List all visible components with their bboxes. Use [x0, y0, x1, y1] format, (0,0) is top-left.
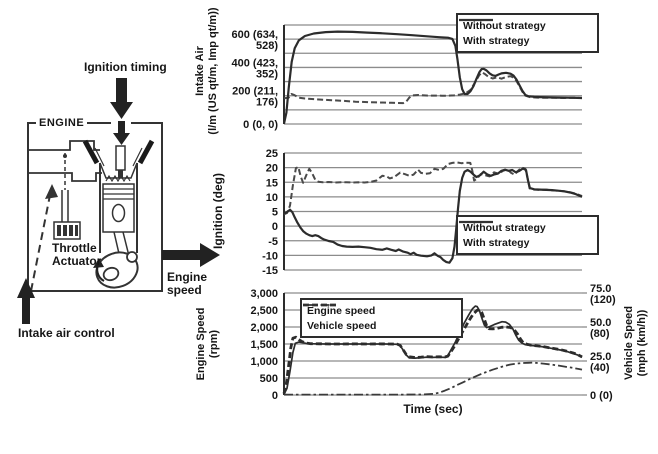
intake-air-series-with-strategy	[282, 30, 583, 124]
speed-y-tick-label: 1,500	[250, 339, 278, 351]
legend-label: Vehicle speed	[307, 319, 377, 332]
speed-right-tick-label: 25.0 (40)	[590, 351, 611, 374]
engine-speed-axis-title: Engine Speed (rpm)	[195, 289, 221, 399]
legend-label: With strategy	[463, 34, 530, 47]
combustion-zigzag	[105, 174, 131, 183]
legend-label: Without strategy	[463, 19, 546, 32]
valve-left	[82, 139, 100, 165]
crank-pin	[126, 251, 138, 263]
throttle-actuator-hatching	[57, 225, 78, 236]
legend-item-with-strategy: With strategy	[459, 220, 592, 250]
ignition-axis-title: Ignition (deg)	[211, 151, 226, 271]
port-line-left	[94, 147, 105, 167]
legend-label: Engine speed	[307, 304, 376, 317]
speed-series-vehicle-speed	[284, 361, 583, 396]
engine-speed-label: Engine speed	[167, 271, 207, 297]
ignition-y-tick-label: 0	[272, 221, 278, 233]
speed-y-tick-label: 2,000	[250, 322, 278, 334]
port-line-right	[132, 147, 143, 167]
throttle-label-line2: Actuator	[52, 254, 102, 268]
throttle-stem-dot	[63, 154, 67, 158]
ignition-timing-label: Ignition timing	[84, 60, 167, 74]
spark-plug-tip	[118, 170, 123, 178]
intake-air-axis-title: Intake Air (l/m (US qt/m, Imp qt/m))	[194, 1, 220, 141]
piston	[102, 183, 135, 233]
crankshaft-hole	[102, 266, 120, 282]
intake-air-series-without-strategy	[283, 71, 583, 105]
intake-air-legend: Without strategy With strategy	[456, 13, 599, 53]
ignition-legend: Without strategy With strategy	[456, 215, 599, 255]
ignition-axis-title-line1: Ignition (deg)	[211, 173, 225, 249]
ignition-timing-arrow	[110, 78, 133, 119]
piston-rings	[103, 188, 134, 200]
vehicle-speed-axis-title: Vehicle Speed (mph (km/h))	[623, 288, 649, 398]
speed-series-engine-speed	[282, 308, 583, 394]
throttle-label-line1: Throttle	[52, 241, 97, 255]
speed-right-tick-label: 0 (0)	[590, 390, 613, 402]
speed-y-tick-label: 3,000	[250, 288, 278, 300]
engine-speed-label-line1: Engine	[167, 270, 208, 284]
engine-box	[27, 122, 163, 292]
ignition-y-tick-label: -10	[262, 250, 278, 262]
rotation-arrowhead	[93, 258, 104, 268]
intake-air-chart: 600 (634, 528) 400 (423, 352) 200 (211, 176) 0…	[232, 24, 583, 131]
valve-right	[137, 139, 155, 165]
speed-y-tick-label: 0	[272, 390, 278, 402]
speed-y-tick-label: 1,000	[250, 356, 278, 368]
intake-manifold	[29, 140, 102, 182]
intake-control-arrowhead	[45, 184, 58, 199]
speed-chart: 3,000 2,500 2,000 1,500 1,000 500 0 75.0 (120) 50…	[250, 283, 616, 402]
ignition-chart: 25 20 15 10 5 0 -5 -10 -15	[262, 148, 583, 277]
wrist-pin	[111, 203, 126, 223]
ignition-y-tick-label: 10	[266, 192, 278, 204]
dashdot-line-swatch-icon	[303, 304, 337, 306]
intake-air-axis-title-line1: Intake Air	[194, 46, 206, 96]
intake-air-y-tick-label: 400 (423, 352)	[232, 57, 279, 80]
ignition-y-tick-label: -5	[268, 236, 278, 248]
engine-speed-label-line2: speed	[167, 283, 202, 297]
throttle-actuator-label: Throttle Actuator	[52, 242, 101, 268]
engine-speed-arrow-shaft	[162, 250, 200, 260]
speed-legend: Engine speed Vehicle speed	[300, 298, 463, 338]
intake-air-arrowhead	[17, 278, 35, 298]
vehicle-speed-axis-title-line1: Vehicle Speed	[623, 306, 635, 380]
intake-air-axis-title-line2: (l/m (US qt/m, Imp qt/m))	[207, 7, 219, 135]
solid-line-swatch-icon	[459, 18, 493, 22]
intake-air-y-tick-label: 200 (211, 176)	[232, 86, 278, 109]
engine-speed-axis-title-line2: (rpm)	[208, 329, 220, 359]
legend-item-vehicle-speed: Vehicle speed	[303, 304, 456, 333]
ignition-arrow-inner	[113, 121, 130, 145]
speed-right-tick-label: 75.0 (120)	[590, 283, 616, 306]
ignition-y-tick-label: 20	[266, 163, 278, 175]
speed-y-tick-label: 2,500	[250, 305, 278, 317]
intake-air-y-tick-label: 0 (0, 0)	[243, 119, 278, 131]
intake-air-y-tick-label: 600 (634, 528)	[232, 29, 279, 52]
engine-speed-axis-title-line1: Engine Speed	[195, 307, 207, 381]
legend-item-with-strategy: With strategy	[459, 18, 592, 48]
solid-line-swatch-icon	[459, 220, 493, 224]
ignition-y-tick-label: 15	[266, 177, 278, 189]
speed-right-tick-label: 50.0 (80)	[590, 317, 611, 340]
speed-y-tick-label: 500	[260, 373, 278, 385]
intake-control-dashed-line	[30, 189, 52, 292]
legend-label: With strategy	[463, 236, 530, 249]
legend-label: Without strategy	[463, 221, 546, 234]
intake-air-control-label: Intake air control	[18, 326, 115, 340]
vehicle-speed-axis-title-line2: (mph (km/h))	[636, 309, 648, 377]
ignition-y-tick-label: 5	[272, 207, 278, 219]
intake-air-arrow-shaft	[22, 298, 30, 324]
time-axis-label: Time (sec)	[403, 402, 463, 416]
engine-speed-arrowhead	[200, 243, 220, 267]
ignition-series-with-strategy	[283, 167, 583, 264]
engine-box-label: ENGINE	[36, 117, 88, 129]
ignition-y-tick-label: -15	[262, 265, 278, 277]
ignition-y-tick-label: 25	[266, 148, 278, 160]
